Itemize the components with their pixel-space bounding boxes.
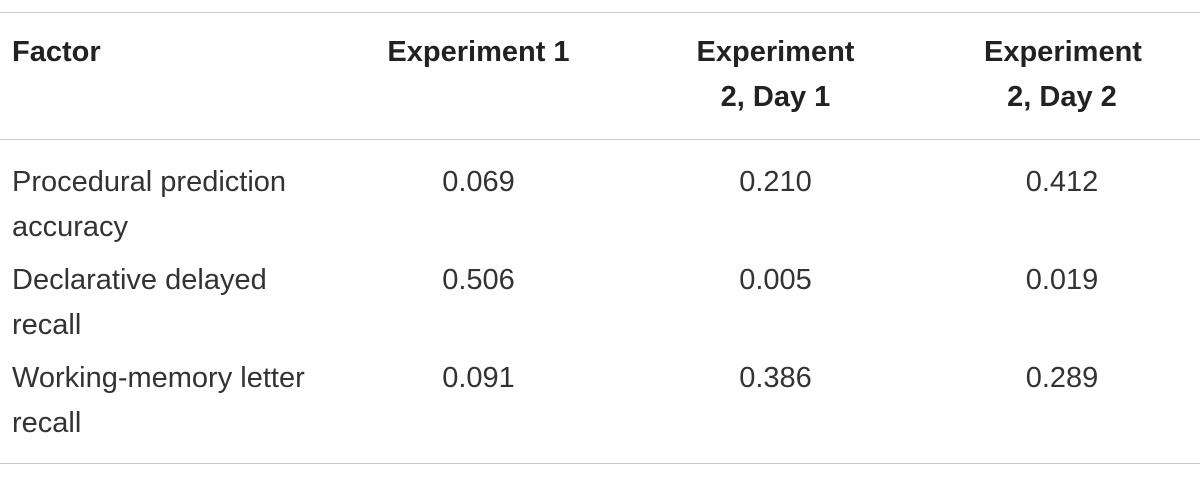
value-cell: 0.506: [442, 264, 515, 296]
page: Factor Experiment 1 Experiment 2, Day 1 Exp…: [0, 12, 1200, 489]
value-cell: 0.210: [739, 166, 812, 198]
header-cell: Factor: [12, 36, 101, 68]
table-row: Working-memory letter recall 0.091 0.386 0.…: [0, 352, 1200, 464]
value-cell: 0.019: [1025, 264, 1099, 296]
row-label: Declarative delayed recall: [12, 264, 267, 341]
table-row: Declarative delayed recall 0.506 0.005 0.01…: [0, 254, 1200, 352]
value-cell: 0.386: [739, 362, 812, 394]
value-cell: 0.005: [739, 264, 812, 296]
table-row: Procedural prediction accuracy 0.069 0.210…: [0, 140, 1200, 255]
row-label: Working-memory letter recall: [12, 362, 305, 439]
row-label: Procedural prediction accuracy: [12, 166, 287, 243]
value-cell: 0.412: [1025, 166, 1099, 198]
table-body: Procedural prediction accuracy 0.069 0.210…: [0, 140, 1200, 464]
header-cell: Experiment 1: [387, 36, 570, 68]
value-cell: 0.069: [442, 166, 515, 198]
header-cell: Experiment 2, Day 1: [696, 36, 855, 113]
value-cell: 0.091: [442, 362, 515, 394]
header-row: Factor Experiment 1 Experiment 2, Day 1 Exp…: [0, 12, 1200, 140]
value-cell: 0.289: [1025, 362, 1099, 394]
header-cell: Experiment 2, Day 2: [984, 36, 1142, 113]
table-header: Factor Experiment 1 Experiment 2, Day 1 Exp…: [0, 12, 1200, 140]
data-table: Factor Experiment 1 Experiment 2, Day 1 Exp…: [0, 12, 1200, 464]
